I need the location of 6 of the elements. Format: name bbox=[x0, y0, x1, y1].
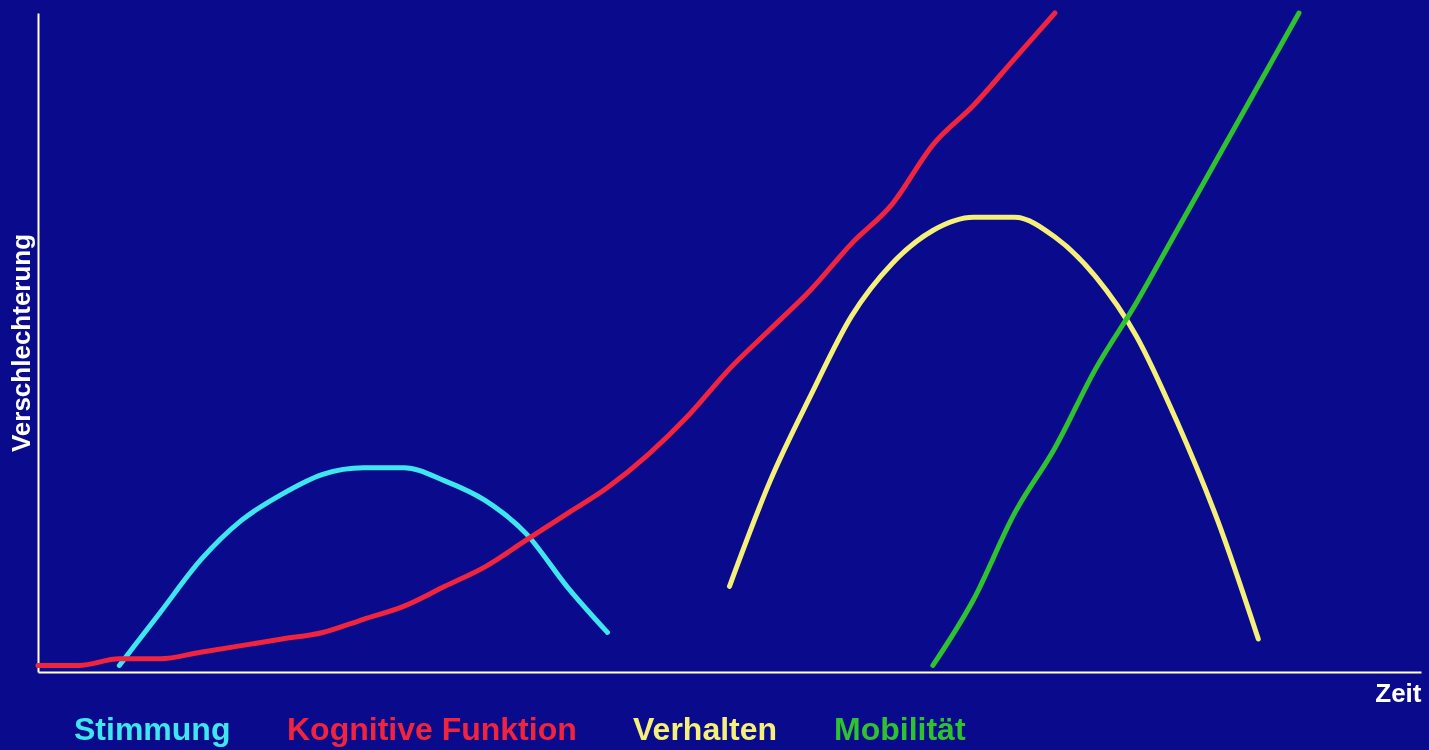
x-axis-title: Zeit bbox=[1375, 677, 1422, 708]
series-label: Mobilität bbox=[834, 711, 966, 747]
y-axis-title: Verschlechterung bbox=[5, 233, 36, 453]
text: Kognitive Funktion bbox=[287, 711, 577, 747]
text: Stimmung bbox=[74, 711, 231, 747]
text: Verhalten bbox=[633, 711, 778, 747]
